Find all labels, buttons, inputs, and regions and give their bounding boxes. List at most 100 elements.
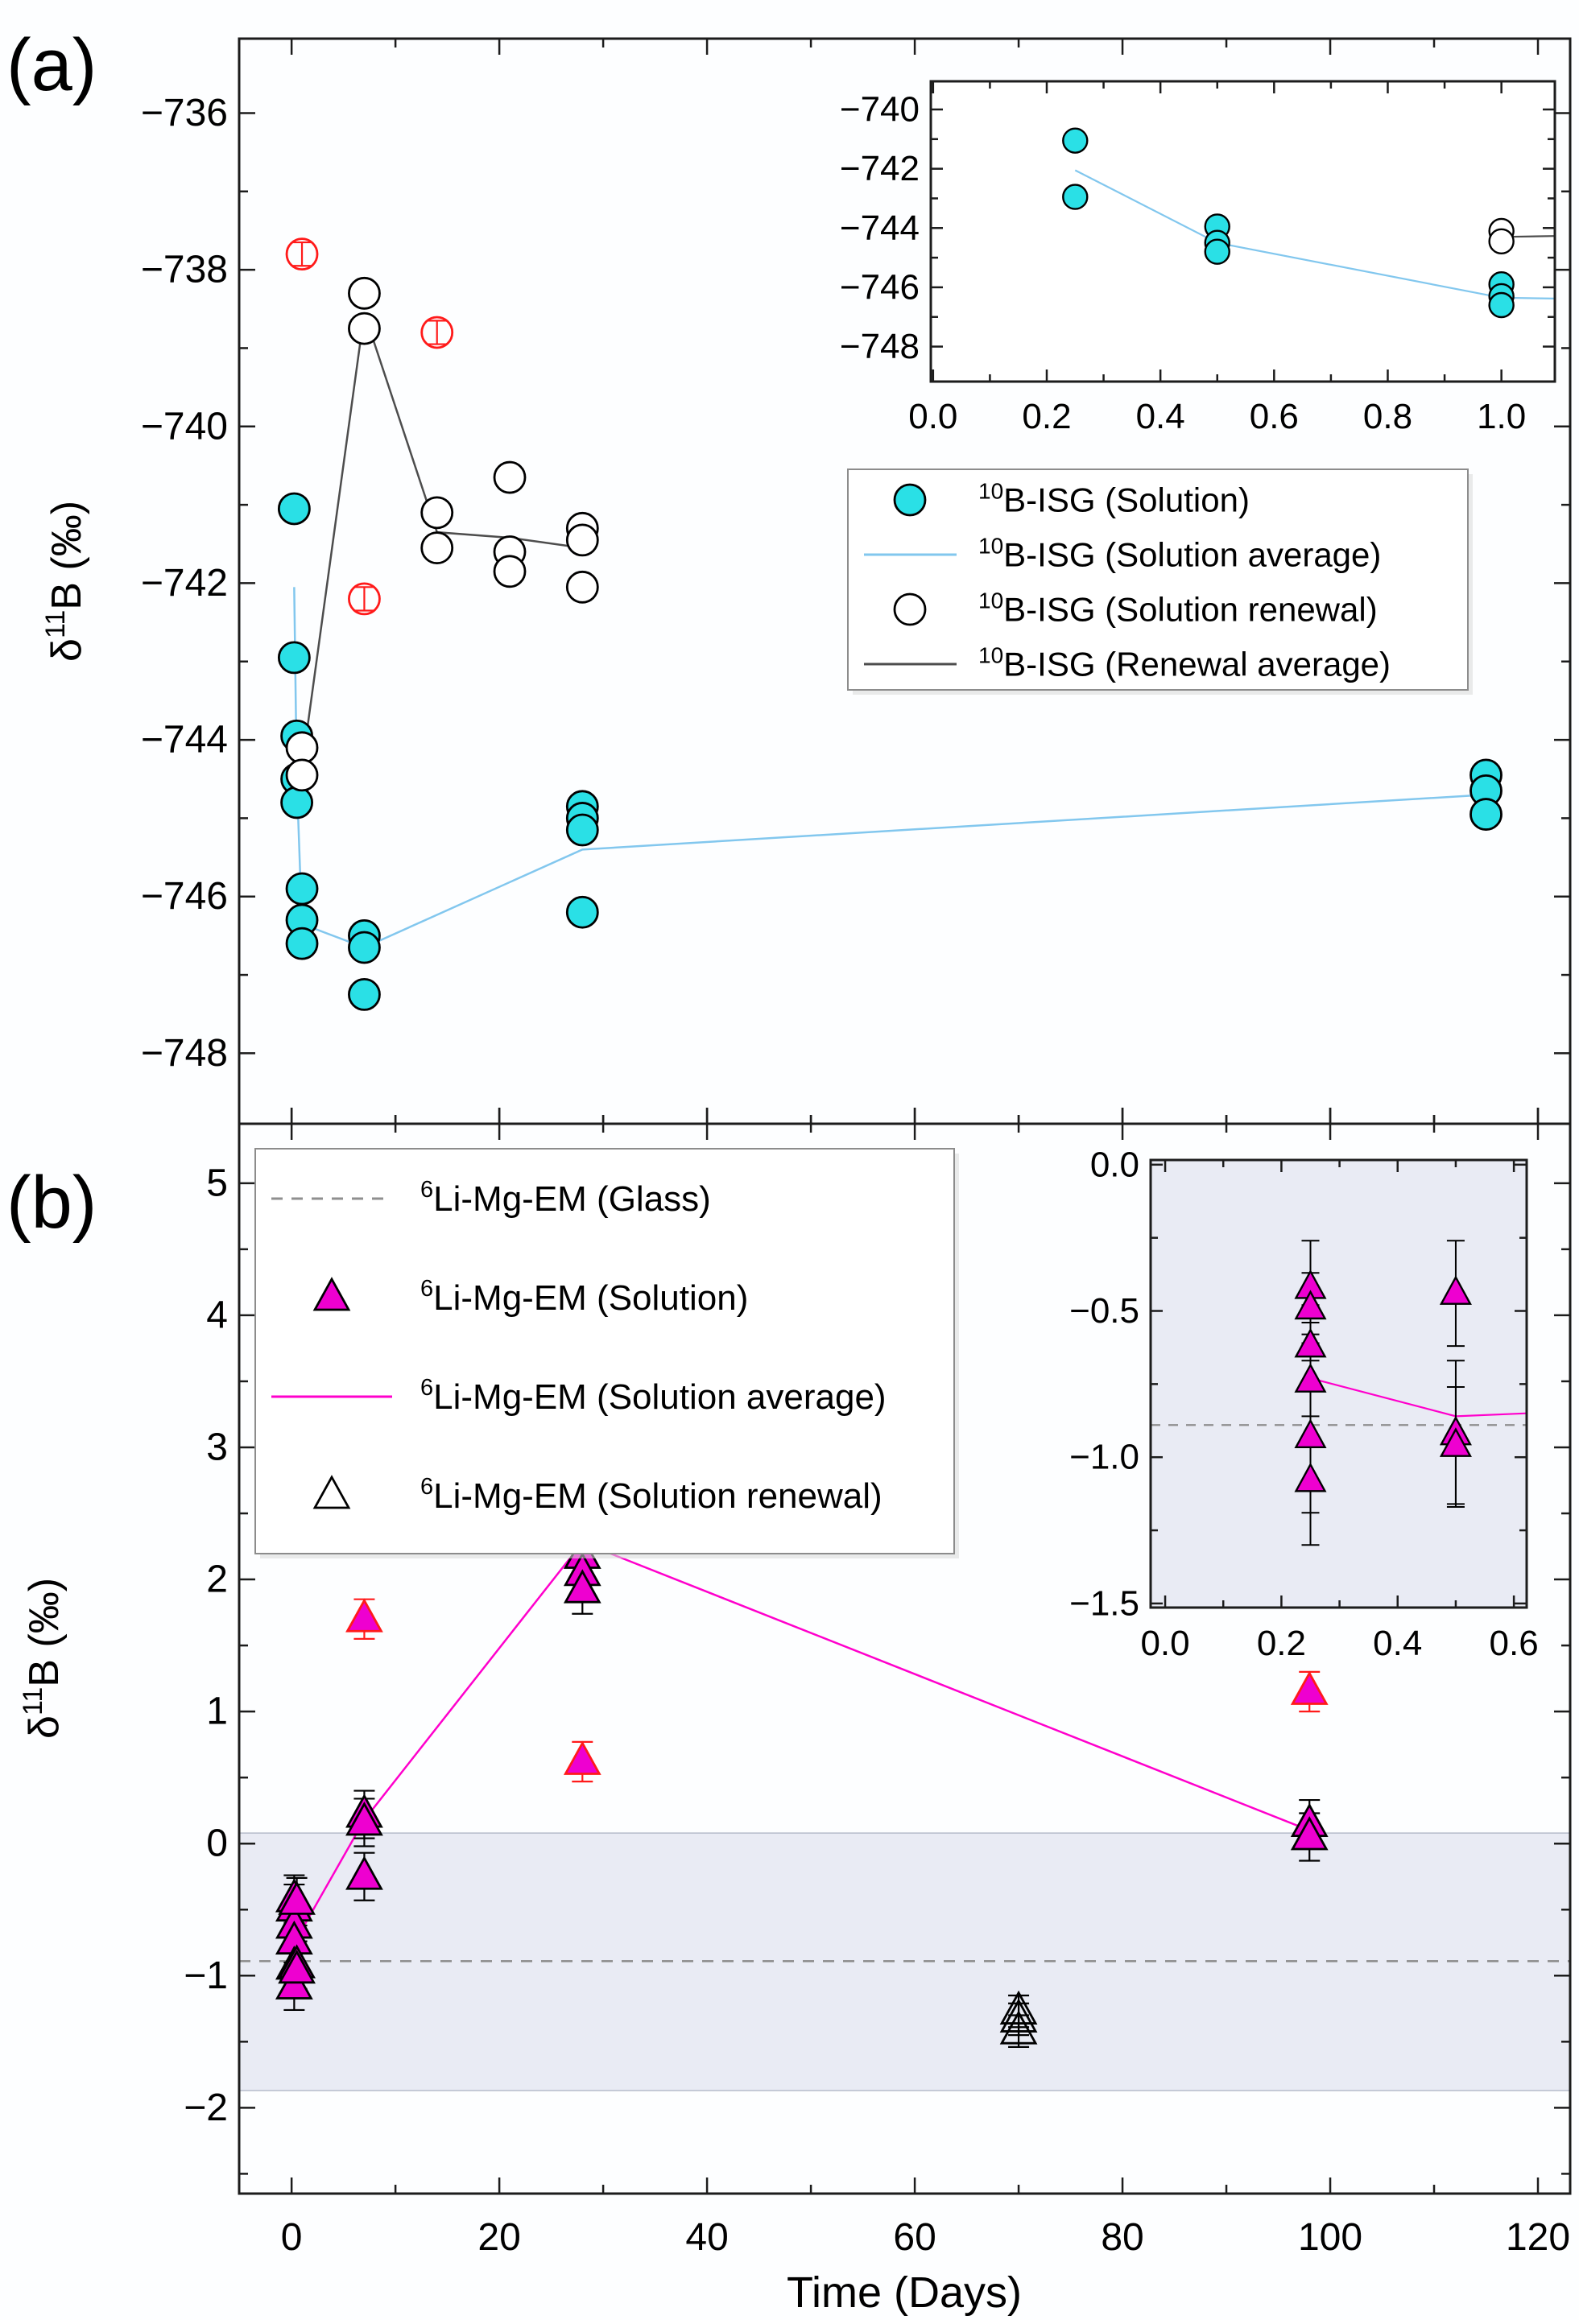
series-6li-mg-em-solution-average- (294, 1541, 1310, 1942)
data-point (1294, 1327, 1327, 1358)
data-point (277, 641, 311, 675)
x-tick-label: 120 (1506, 2216, 1570, 2259)
panel-label-b: (b) (6, 1162, 97, 1244)
data-point (493, 460, 527, 494)
y-tick-label: −744 (840, 208, 920, 248)
panel-b-frame: 5 4 3 2 1 0 −1 −2 0 20 40 60 80 100 120 (184, 1108, 1572, 2259)
data-point (1439, 1427, 1472, 1457)
inset-a: −740 −742 −744 −746 −748 0.0 0.2 0.4 0.6 0.8 1.0 (840, 80, 1556, 436)
y-axis-title-a: δ11B (‰) (40, 501, 90, 662)
series-10b-isg-excluded-red- (285, 237, 454, 616)
data-point (565, 570, 599, 604)
y-tick-label: 5 (206, 1162, 228, 1204)
inset-b-border (1149, 1158, 1528, 1609)
y-tick-label: −748 (840, 327, 920, 366)
legend-item: 6Li-Mg-EM (Solution average) (271, 1375, 887, 1417)
series-10b-isg-solution-renewal- (285, 276, 599, 792)
y-tick-label: −742 (840, 149, 920, 188)
data-point (285, 237, 319, 271)
panel-a-frame: −736 −738 −740 −742 −744 −746 −748 (141, 37, 1572, 1125)
data-point (1290, 1670, 1329, 1705)
data-point (348, 582, 381, 616)
data-point (278, 1949, 316, 1984)
legend-label: 10B-ISG (Solution average) (978, 533, 1381, 573)
x-tick-label: 80 (1101, 2216, 1143, 2259)
legend-box (847, 469, 1469, 691)
y-tick-label: −2 (184, 2087, 228, 2129)
data-point (893, 592, 927, 626)
data-point (1294, 1363, 1327, 1393)
inset-b: 0.0−0.5−1.0−1.50.0 0.2 0.4 0.6 (1069, 1145, 1539, 1663)
y-tick-label: −740 (141, 405, 228, 448)
series-6li-mg-em-solution-renewal- (999, 1990, 1038, 2048)
series-10b-isg-solution-renewal- (1488, 217, 1515, 255)
data-point (1062, 127, 1089, 154)
average-line (294, 1541, 1310, 1942)
inset-a-frame: −740 −742 −744 −746 −748 0.0 0.2 0.4 0.6 0.8 1.0 (840, 80, 1556, 436)
y-tick-label: 4 (206, 1294, 228, 1336)
x-tick-label: 0.2 (1257, 1624, 1306, 1663)
x-tick-label: 1.0 (1477, 397, 1526, 436)
y-tick-label: −740 (840, 89, 920, 129)
panel-b-border (238, 1122, 1572, 2195)
y-tick-label: 0.0 (1090, 1145, 1139, 1184)
data-point (999, 1998, 1038, 2033)
x-axis-title: Time (Days) (787, 2268, 1022, 2317)
y-tick-label: −738 (141, 249, 228, 291)
legend-b: 6Li-Mg-EM (Glass) 6Li-Mg-EM (Solution) 6Li… (254, 1148, 959, 1558)
x-tick-label: 20 (477, 2216, 520, 2259)
legend-label: 6Li-Mg-EM (Solution average) (420, 1375, 887, 1417)
data-point (420, 496, 454, 530)
legend-label: 10B-ISG (Solution renewal) (978, 588, 1378, 628)
data-point (348, 312, 381, 345)
data-point (420, 531, 454, 565)
y-tick-label: 3 (206, 1426, 228, 1468)
y-tick-label: 0 (206, 1822, 228, 1865)
data-point (1469, 798, 1503, 831)
data-point (312, 1475, 351, 1509)
legend-label: 6Li-Mg-EM (Solution renewal) (420, 1474, 883, 1516)
legend-item: 10B-ISG (Solution renewal) (893, 588, 1378, 628)
x-tick-label: 0.8 (1363, 397, 1412, 436)
x-tick-label: 60 (893, 2216, 936, 2259)
legend-item: 10B-ISG (Solution) (893, 478, 1250, 518)
y-axis-title-b: δ11B (‰) (18, 1578, 68, 1739)
x-tick-label: 0.6 (1490, 1624, 1539, 1663)
legend-item: 10B-ISG (Renewal average) (864, 642, 1391, 683)
data-point (565, 813, 599, 847)
series-10b-isg-solution-average- (1074, 169, 1556, 300)
x-tick-label: 40 (685, 2216, 728, 2259)
data-point (999, 2010, 1038, 2045)
x-tick-label: 0.4 (1136, 397, 1185, 436)
legend-item: 10B-ISG (Solution average) (864, 533, 1381, 573)
data-point (420, 316, 454, 349)
data-point (1488, 228, 1515, 255)
panel-a: −736 −738 −740 −742 −744 −746 −748 (a) δ11B (‰) −… (6, 24, 1572, 1125)
data-point (1062, 184, 1089, 210)
inset-background (931, 81, 1555, 382)
legend-item: 6Li-Mg-EM (Solution) (312, 1276, 748, 1318)
data-point (1290, 1816, 1329, 1851)
y-tick-label: 2 (206, 1558, 228, 1601)
data-point (348, 931, 381, 964)
data-point (345, 1855, 383, 1890)
data-point (312, 1277, 351, 1311)
series-6li-mg-em-solution- (1294, 1240, 1472, 1546)
y-tick-label: −1.5 (1069, 1583, 1139, 1623)
y-tick-label: −742 (141, 562, 228, 605)
legend-box (254, 1148, 955, 1554)
data-point (1294, 1290, 1327, 1320)
data-point (348, 276, 381, 310)
average-line (1074, 169, 1556, 300)
data-point (280, 786, 313, 819)
data-point (1488, 291, 1515, 319)
data-point (565, 895, 599, 929)
inset-a-border (929, 80, 1556, 383)
data-point (1294, 1462, 1327, 1492)
y-tick-label: −746 (840, 267, 920, 307)
y-tick-label: −0.5 (1069, 1291, 1139, 1331)
x-tick-label: 0 (281, 2216, 303, 2259)
y-tick-label: −1 (184, 1955, 228, 1997)
series-10b-isg-solution- (1062, 127, 1515, 319)
